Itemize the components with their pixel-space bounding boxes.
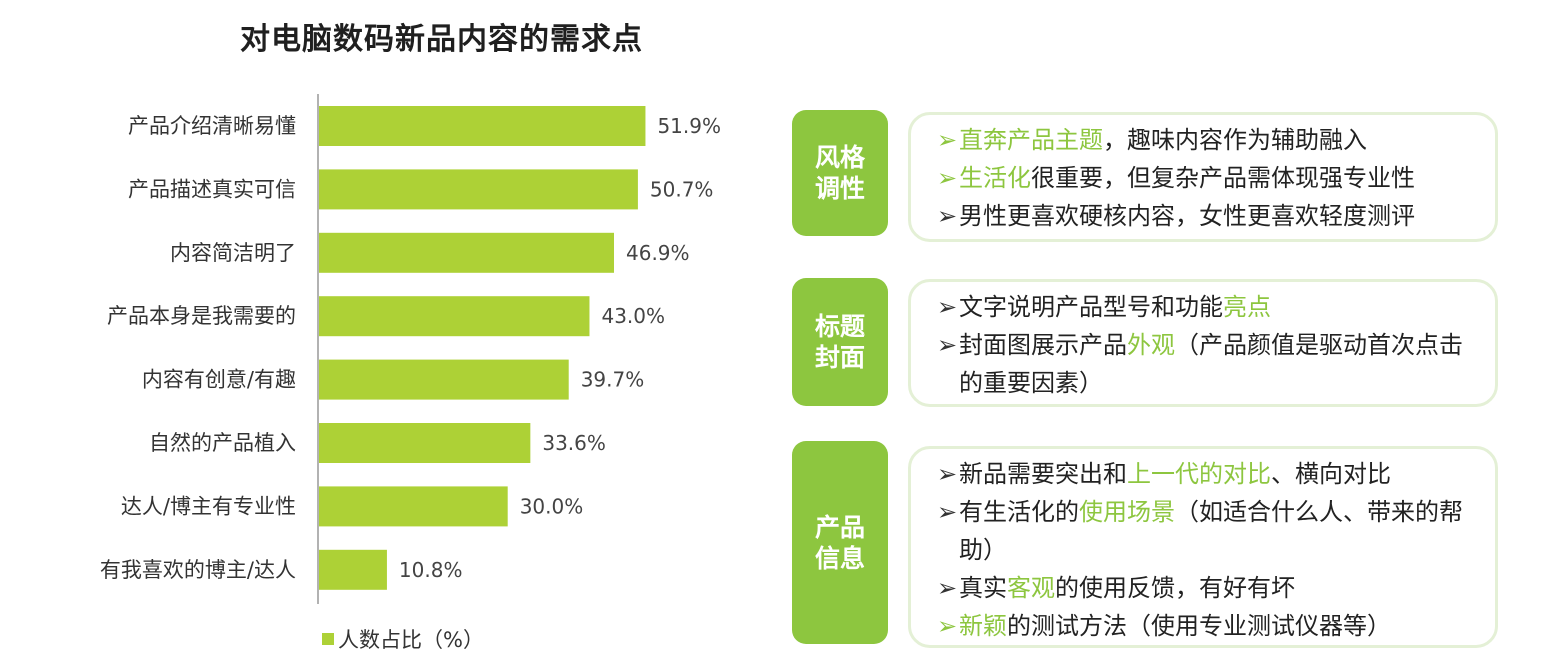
category-label: 产品本身是我需要的 [107, 304, 296, 328]
value-label: 46.9% [626, 241, 690, 265]
highlight-text: 直奔产品主题 [959, 126, 1103, 154]
highlight-text: 上一代的对比 [1127, 460, 1271, 488]
bullet-line: ➢ 新品需要突出和上一代的对比、横向对比 [937, 455, 1481, 493]
plain-text: 、横向对比 [1271, 460, 1391, 488]
bar [319, 106, 646, 146]
bar [319, 359, 569, 400]
plain-text: 文字说明产品型号和功能 [959, 293, 1223, 321]
highlight-text: 亮点 [1223, 293, 1271, 321]
bar [319, 423, 531, 463]
bullet-line: ➢ 有生活化的使用场景（如适合什么人、带来的帮助） [937, 493, 1481, 569]
category-label: 内容简洁明了 [170, 241, 296, 265]
bullet-arrow-icon: ➢ [937, 498, 958, 526]
value-label: 10.8% [399, 558, 463, 582]
bullet-arrow-icon: ➢ [937, 574, 958, 602]
bullet-line: ➢ 生活化很重要，但复杂产品需体现强专业性 [937, 159, 1481, 197]
plain-text: （如适合什么人、带来的帮助） [959, 498, 1463, 564]
category-label: 内容有创意/有趣 [142, 368, 296, 392]
bar [319, 486, 508, 527]
bar-chart: 产品介绍清晰易懂 51.9% 产品描述真实可信 50.7% 内容简洁明了 46.9% 产品本… [100, 94, 721, 604]
value-label: 51.9% [657, 114, 721, 138]
plain-text: 男性更喜欢硬核内容，女性更喜欢轻度测评 [959, 202, 1415, 230]
tag-title-cover: 标题封面 [792, 278, 888, 406]
highlight-text: 客观 [1007, 574, 1055, 602]
category-label: 产品描述真实可信 [128, 177, 296, 201]
highlight-text: 生活化 [959, 164, 1031, 192]
bullet-line: ➢ 男性更喜欢硬核内容，女性更喜欢轻度测评 [937, 197, 1481, 235]
bar [319, 296, 590, 337]
value-label: 33.6% [542, 431, 606, 455]
value-label: 43.0% [601, 304, 665, 328]
bullet-arrow-icon: ➢ [937, 202, 958, 230]
value-label: 39.7% [581, 368, 645, 392]
category-label: 自然的产品植入 [149, 431, 296, 455]
highlight-text: 外观 [1127, 331, 1175, 359]
legend-label: 人数占比（%） [338, 628, 484, 652]
plain-text: 封面图展示产品 [959, 331, 1127, 359]
bullet-text: 真实客观的使用反馈，有好有坏 [959, 569, 1295, 607]
value-label: 30.0% [520, 494, 584, 518]
plain-text: 的使用反馈，有好有坏 [1055, 574, 1295, 602]
category-label: 达人/博主有专业性 [121, 494, 296, 518]
category-label: 产品介绍清晰易懂 [128, 114, 296, 138]
bullet-arrow-icon: ➢ [937, 460, 958, 488]
plain-text: 有生活化的 [959, 498, 1079, 526]
panel-style: ➢ 直奔产品主题，趣味内容作为辅助融入 ➢ 生活化很重要，但复杂产品需体现强专业性 ➢ 男… [908, 112, 1498, 242]
tag-product-info: 产品信息 [792, 441, 888, 644]
bullet-arrow-icon: ➢ [937, 293, 958, 321]
tag-style: 风格调性 [792, 110, 888, 236]
bullet-text: 生活化很重要，但复杂产品需体现强专业性 [959, 159, 1415, 197]
bullet-line: ➢ 直奔产品主题，趣味内容作为辅助融入 [937, 121, 1481, 159]
highlight-text: 使用场景 [1079, 498, 1175, 526]
value-label: 50.7% [650, 177, 714, 201]
plain-text: 的测试方法（使用专业测试仪器等） [1007, 612, 1391, 640]
legend-swatch [322, 633, 334, 645]
panel-product-info: ➢ 新品需要突出和上一代的对比、横向对比 ➢ 有生活化的使用场景（如适合什么人、带来的… [908, 446, 1498, 648]
bullet-text: 直奔产品主题，趣味内容作为辅助融入 [959, 121, 1367, 159]
plain-text: ，趣味内容作为辅助融入 [1103, 126, 1367, 154]
plain-text: （产品颜值是驱动首次点击的重要因素） [959, 331, 1463, 397]
bullet-arrow-icon: ➢ [937, 331, 958, 359]
highlight-text: 新颖 [959, 612, 1007, 640]
chart-title: 对电脑数码新品内容的需求点 [240, 22, 643, 57]
bullet-line: ➢ 真实客观的使用反馈，有好有坏 [937, 569, 1481, 607]
bar [319, 549, 387, 590]
bullet-text: 新品需要突出和上一代的对比、横向对比 [959, 455, 1391, 493]
chart-legend: 人数占比（%） [322, 624, 484, 654]
bullet-line: ➢ 文字说明产品型号和功能亮点 [937, 288, 1481, 326]
bullet-arrow-icon: ➢ [937, 126, 958, 154]
bullet-text: 有生活化的使用场景（如适合什么人、带来的帮助） [959, 493, 1481, 569]
bar [319, 232, 615, 273]
bullet-text: 新颖的测试方法（使用专业测试仪器等） [959, 607, 1391, 645]
category-label: 有我喜欢的博主/达人 [100, 558, 296, 582]
bullet-text: 男性更喜欢硬核内容，女性更喜欢轻度测评 [959, 197, 1415, 235]
bullet-text: 封面图展示产品外观（产品颜值是驱动首次点击的重要因素） [959, 326, 1481, 402]
bar [319, 169, 638, 210]
bullet-arrow-icon: ➢ [937, 612, 958, 640]
plain-text: 新品需要突出和 [959, 460, 1127, 488]
plain-text: 很重要，但复杂产品需体现强专业性 [1031, 164, 1415, 192]
bullet-text: 文字说明产品型号和功能亮点 [959, 288, 1271, 326]
bullet-line: ➢ 新颖的测试方法（使用专业测试仪器等） [937, 607, 1481, 645]
bullet-arrow-icon: ➢ [937, 164, 958, 192]
plain-text: 真实 [959, 574, 1007, 602]
panel-title-cover: ➢ 文字说明产品型号和功能亮点 ➢ 封面图展示产品外观（产品颜值是驱动首次点击的重要因… [908, 279, 1498, 407]
bullet-line: ➢ 封面图展示产品外观（产品颜值是驱动首次点击的重要因素） [937, 326, 1481, 402]
